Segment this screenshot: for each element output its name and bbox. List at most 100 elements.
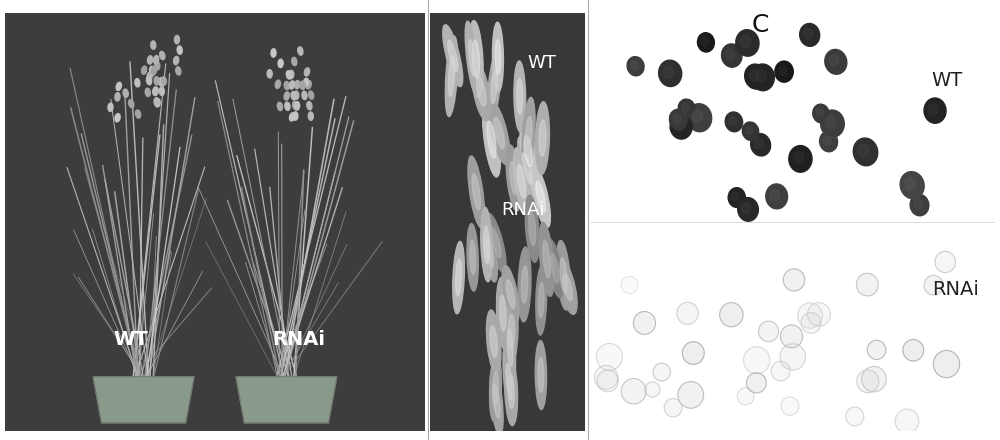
Ellipse shape	[278, 59, 283, 68]
Ellipse shape	[503, 345, 515, 418]
Ellipse shape	[914, 199, 922, 209]
Circle shape	[595, 366, 618, 389]
Circle shape	[857, 370, 879, 392]
Ellipse shape	[506, 363, 512, 400]
Ellipse shape	[529, 212, 536, 246]
Ellipse shape	[129, 99, 134, 108]
Ellipse shape	[304, 78, 309, 87]
Circle shape	[781, 397, 799, 415]
Ellipse shape	[517, 79, 523, 114]
Ellipse shape	[505, 297, 518, 365]
Ellipse shape	[522, 97, 535, 174]
Ellipse shape	[740, 36, 751, 48]
Ellipse shape	[267, 70, 272, 78]
Ellipse shape	[905, 178, 915, 190]
Circle shape	[780, 325, 803, 348]
Circle shape	[867, 340, 886, 359]
Ellipse shape	[816, 108, 823, 117]
Text: RNAi: RNAi	[501, 201, 545, 219]
Ellipse shape	[308, 112, 313, 120]
Ellipse shape	[775, 61, 793, 82]
Ellipse shape	[307, 102, 312, 110]
Ellipse shape	[289, 81, 295, 89]
Ellipse shape	[755, 139, 763, 149]
Circle shape	[645, 382, 660, 397]
Circle shape	[895, 409, 919, 433]
Circle shape	[664, 399, 682, 417]
Ellipse shape	[153, 87, 158, 95]
Polygon shape	[93, 377, 194, 423]
Ellipse shape	[701, 37, 708, 46]
Ellipse shape	[292, 57, 297, 66]
Ellipse shape	[726, 49, 735, 60]
Ellipse shape	[524, 136, 532, 167]
Ellipse shape	[490, 368, 503, 435]
Ellipse shape	[722, 44, 742, 67]
Circle shape	[935, 251, 956, 273]
Ellipse shape	[135, 110, 141, 118]
Ellipse shape	[467, 224, 478, 291]
Ellipse shape	[159, 87, 164, 95]
Ellipse shape	[521, 266, 528, 303]
Ellipse shape	[749, 70, 759, 81]
Ellipse shape	[146, 77, 152, 85]
Ellipse shape	[560, 258, 567, 293]
Ellipse shape	[150, 67, 155, 76]
Ellipse shape	[789, 146, 812, 172]
Ellipse shape	[910, 194, 929, 216]
Ellipse shape	[551, 254, 559, 283]
Ellipse shape	[284, 92, 289, 100]
Ellipse shape	[800, 23, 820, 46]
Ellipse shape	[697, 33, 714, 52]
Ellipse shape	[514, 61, 526, 132]
Ellipse shape	[506, 145, 521, 211]
Ellipse shape	[293, 102, 298, 110]
Ellipse shape	[563, 274, 572, 301]
Circle shape	[744, 347, 770, 374]
Ellipse shape	[525, 117, 532, 154]
Ellipse shape	[298, 47, 303, 55]
Ellipse shape	[488, 101, 510, 165]
Ellipse shape	[123, 89, 128, 97]
Circle shape	[597, 370, 618, 392]
Ellipse shape	[536, 102, 549, 175]
Ellipse shape	[472, 62, 491, 121]
Circle shape	[678, 381, 704, 408]
Ellipse shape	[736, 30, 759, 56]
Text: C: C	[751, 13, 769, 37]
Ellipse shape	[536, 265, 547, 335]
Ellipse shape	[858, 144, 869, 157]
Ellipse shape	[778, 66, 787, 75]
Text: B: B	[516, 13, 534, 37]
Ellipse shape	[472, 174, 480, 210]
Ellipse shape	[821, 110, 844, 137]
Circle shape	[621, 276, 638, 293]
Ellipse shape	[630, 61, 638, 70]
Ellipse shape	[535, 341, 547, 410]
Ellipse shape	[289, 70, 294, 79]
Ellipse shape	[517, 165, 526, 198]
Ellipse shape	[477, 77, 486, 106]
Ellipse shape	[900, 172, 924, 199]
Ellipse shape	[306, 81, 311, 89]
Ellipse shape	[492, 22, 503, 92]
Ellipse shape	[678, 99, 695, 118]
Ellipse shape	[484, 226, 489, 263]
Circle shape	[846, 407, 864, 426]
Ellipse shape	[692, 110, 703, 123]
Ellipse shape	[670, 114, 692, 139]
Circle shape	[596, 344, 622, 370]
Ellipse shape	[177, 46, 182, 54]
Ellipse shape	[277, 103, 283, 110]
Ellipse shape	[469, 21, 483, 97]
Ellipse shape	[159, 78, 164, 86]
Ellipse shape	[293, 112, 298, 120]
Ellipse shape	[928, 104, 938, 115]
Ellipse shape	[495, 40, 501, 74]
Circle shape	[771, 361, 790, 381]
Ellipse shape	[659, 60, 682, 87]
Ellipse shape	[470, 240, 475, 274]
Circle shape	[903, 340, 924, 361]
Text: WT: WT	[527, 55, 556, 72]
Ellipse shape	[154, 77, 159, 85]
